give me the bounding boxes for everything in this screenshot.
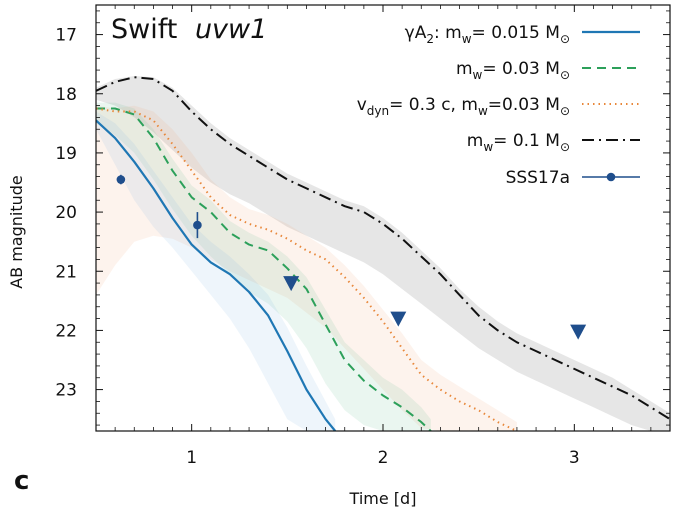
obs-upper-limit-0 [283, 276, 300, 292]
line-mw-0.03 [96, 107, 432, 431]
legend-label-gamma-A2-part: ⊙ [560, 32, 570, 46]
legend-label-gamma-A2-part: w [462, 32, 472, 46]
observations [116, 174, 587, 340]
x-tick-label: 3 [569, 448, 580, 468]
line-gamma-A2 [96, 119, 337, 431]
legend-label-vdyn-0.3c-part: ⊙ [560, 104, 570, 118]
y-tick-label: 23 [55, 381, 77, 401]
legend: γA2: mw= 0.015 M⊙mw= 0.03 M⊙vdyn= 0.3 c,… [357, 23, 640, 188]
band-mw-0.03 [96, 102, 431, 431]
obs-upper-limit-1 [390, 311, 407, 327]
legend-label-sss17a: SSS17a [506, 168, 570, 188]
legend-label-vdyn-0.3c-part: v [357, 95, 367, 115]
legend-label-mw-0.1-part: w [483, 140, 493, 154]
legend-label-mw-0.1: mw= 0.1 M⊙ [467, 131, 570, 154]
legend-label-mw-0.1-part: m [467, 131, 484, 151]
legend-label-vdyn-0.3c-part: =0.03 M [488, 95, 560, 115]
model-lines [96, 76, 670, 431]
x-axis-label: Time [d] [349, 489, 417, 508]
legend-label-mw-0.03-part: w [473, 68, 483, 82]
legend-label-gamma-A2-part: : m [434, 23, 462, 43]
legend-label-mw-0.1-part: ⊙ [560, 140, 570, 154]
x-tick-label: 1 [186, 448, 197, 468]
chart-title-filter: uvw1 [195, 14, 267, 45]
panel-label: c [14, 466, 29, 496]
obs-point-1 [193, 220, 202, 230]
legend-label-mw-0.03-part: = 0.03 M [482, 59, 560, 79]
legend-label-gamma-A2-part: = 0.015 M [472, 23, 560, 43]
legend-label-mw-0.03-part: ⊙ [560, 68, 570, 82]
y-tick-label: 21 [55, 262, 77, 282]
uncertainty-bands [96, 76, 670, 431]
line-mw-0.1 [96, 76, 670, 421]
chart-title: Swift uvw1 [111, 14, 267, 45]
y-tick-label: 19 [55, 144, 77, 164]
x-tick-label: 2 [378, 448, 389, 468]
legend-label-mw-0.03-part: m [456, 59, 473, 79]
chart-title-main: Swift [111, 14, 177, 45]
y-axis-label: AB magnitude [7, 175, 26, 289]
y-tick-label: 18 [55, 85, 77, 105]
band-mw-0.1 [96, 76, 670, 431]
legend-label-mw-0.03: mw= 0.03 M⊙ [456, 59, 570, 82]
legend-label-vdyn-0.3c-part: dyn [367, 104, 389, 118]
legend-label-gamma-A2: γA2: mw= 0.015 M⊙ [405, 23, 570, 46]
band-vdyn-0.3c [96, 105, 517, 431]
y-tick-label: 22 [55, 321, 77, 341]
legend-swatch-sss17a-marker [606, 172, 616, 182]
y-tick-label: 17 [55, 26, 77, 46]
obs-point-0 [116, 175, 126, 184]
obs-upper-limit-2 [570, 324, 587, 340]
legend-label-gamma-A2-part: 2 [426, 32, 434, 46]
legend-label-vdyn-0.3c-part: w [478, 104, 488, 118]
legend-label-vdyn-0.3c: vdyn= 0.3 c, mw=0.03 M⊙ [357, 95, 570, 118]
legend-label-mw-0.1-part: = 0.1 M [493, 131, 560, 151]
y-tick-label: 20 [55, 203, 77, 223]
legend-label-gamma-A2-part: γA [405, 23, 427, 43]
legend-label-vdyn-0.3c-part: = 0.3 c, m [389, 95, 478, 115]
